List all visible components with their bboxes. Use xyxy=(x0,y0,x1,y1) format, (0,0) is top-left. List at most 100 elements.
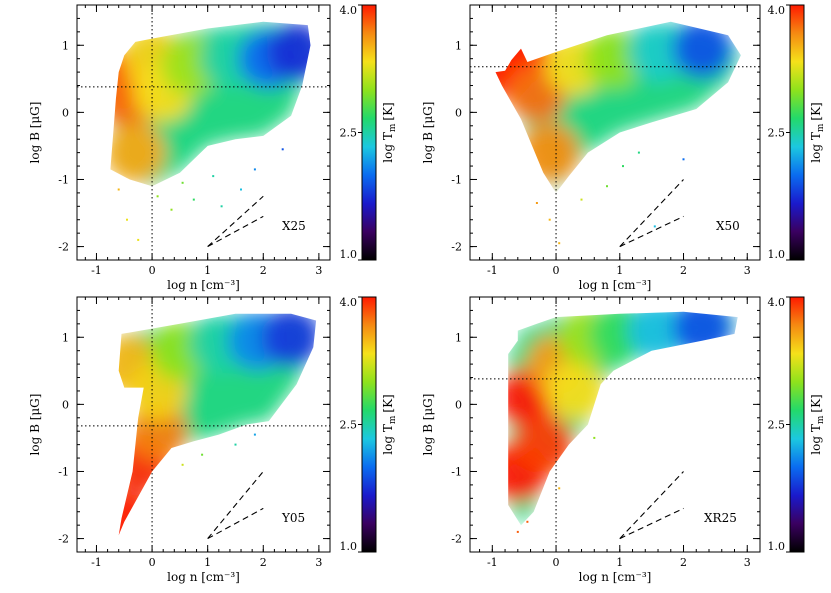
axes-frame xyxy=(469,4,761,261)
colorbar xyxy=(789,4,805,261)
colorbar-tick-label: 2.5 xyxy=(340,419,358,432)
colorbar-label-unit: [K] xyxy=(381,102,395,120)
density-region xyxy=(508,311,738,526)
y-tick-label: -2 xyxy=(58,241,69,254)
data-point xyxy=(181,181,184,184)
y-tick-label: 0 xyxy=(455,106,462,119)
colorbar xyxy=(361,4,377,261)
data-point xyxy=(234,443,237,446)
color-blob xyxy=(118,491,155,536)
x-tick-label: 1 xyxy=(204,556,211,569)
x-tick-label: 0 xyxy=(149,556,156,569)
y-axis-label: log B [μG] xyxy=(421,102,435,164)
colorbar-tick-label: 1.0 xyxy=(340,540,358,553)
colorbar xyxy=(789,296,805,553)
panel-label: Y05 xyxy=(281,511,305,525)
colorbar-label: log Tm [K] xyxy=(381,394,398,454)
data-point xyxy=(593,436,596,439)
colorbar-label-unit: [K] xyxy=(809,102,823,120)
x-tick-label: 2 xyxy=(680,556,687,569)
y-axis-label: log B [μG] xyxy=(421,394,435,456)
density-region xyxy=(495,21,741,193)
x-tick-label: 1 xyxy=(616,556,623,569)
colorbar-tick-label: 2.5 xyxy=(768,419,786,432)
data-point xyxy=(253,168,256,171)
data-point xyxy=(201,453,204,456)
y-tick-label: 1 xyxy=(455,39,462,52)
data-point xyxy=(170,208,173,211)
x-tick-label: 1 xyxy=(616,264,623,277)
color-blob xyxy=(110,122,166,183)
data-point xyxy=(653,225,656,228)
colorbar-label-main: log T xyxy=(381,424,395,455)
y-tick-label: 1 xyxy=(62,39,69,52)
data-point xyxy=(637,151,640,154)
colorbar-tick-label: 4.0 xyxy=(768,4,786,17)
data-point xyxy=(548,218,551,221)
data-point xyxy=(606,185,608,188)
color-blob xyxy=(583,28,644,89)
data-point xyxy=(253,433,256,436)
reference-slope xyxy=(619,507,684,540)
colorbar-label-sub: m xyxy=(388,415,398,424)
colorbar xyxy=(361,296,377,553)
data-point xyxy=(156,195,159,198)
y-axis-label: log B [μG] xyxy=(28,394,42,456)
x-tick-label: -1 xyxy=(91,264,102,277)
data-point xyxy=(535,202,538,204)
y-tick-label: 1 xyxy=(455,331,462,344)
reference-slope xyxy=(207,215,264,248)
panel-label: XR25 xyxy=(704,511,737,525)
x-tick-label: 0 xyxy=(553,556,560,569)
axes-frame xyxy=(76,296,331,553)
data-point xyxy=(558,487,561,490)
x-tick-label: -1 xyxy=(91,556,102,569)
colorbar-label-sub: m xyxy=(816,123,826,132)
x-tick-label: 3 xyxy=(315,264,322,277)
reference-slope xyxy=(619,215,684,248)
y-tick-label: -1 xyxy=(451,465,462,478)
x-axis-label: log n [cm⁻³] xyxy=(167,278,240,292)
x-axis-label: log n [cm⁻³] xyxy=(579,278,652,292)
color-blob xyxy=(628,311,688,361)
data-point xyxy=(526,520,529,523)
reference-slope xyxy=(619,179,684,247)
x-tick-label: 3 xyxy=(315,556,322,569)
color-blob xyxy=(266,22,311,82)
reference-slope xyxy=(207,195,264,247)
data-point xyxy=(220,205,223,208)
axes-frame xyxy=(76,4,331,261)
colorbar-label-main: log T xyxy=(381,132,395,163)
color-blob xyxy=(513,414,574,475)
color-blob xyxy=(261,313,317,368)
data-point xyxy=(281,148,284,151)
colorbar-label-main: log T xyxy=(809,424,823,455)
colorbar-tick-label: 1.0 xyxy=(340,248,358,261)
data-point xyxy=(117,188,120,191)
colorbar-tick-label: 4.0 xyxy=(340,4,358,17)
data-point xyxy=(137,238,140,241)
x-tick-label: 1 xyxy=(204,264,211,277)
y-tick-label: -2 xyxy=(451,241,462,254)
data-point xyxy=(558,242,561,245)
y-tick-label: -1 xyxy=(451,173,462,186)
x-tick-label: 2 xyxy=(260,264,267,277)
panel-label: X50 xyxy=(716,219,740,233)
x-axis-label: log n [cm⁻³] xyxy=(167,570,240,584)
colorbar-tick-label: 1.0 xyxy=(768,540,786,553)
density-region xyxy=(110,21,311,187)
colorbar-tick-label: 1.0 xyxy=(768,248,786,261)
x-tick-label: 2 xyxy=(260,556,267,569)
x-tick-label: 3 xyxy=(744,556,751,569)
x-tick-label: 3 xyxy=(744,264,751,277)
colorbar-label: log Tm [K] xyxy=(809,102,826,162)
data-point xyxy=(181,463,184,466)
color-blob xyxy=(672,311,733,358)
colorbar-tick-label: 4.0 xyxy=(340,296,358,309)
x-axis-label: log n [cm⁻³] xyxy=(579,570,652,584)
y-axis-label: log B [μG] xyxy=(28,102,42,164)
